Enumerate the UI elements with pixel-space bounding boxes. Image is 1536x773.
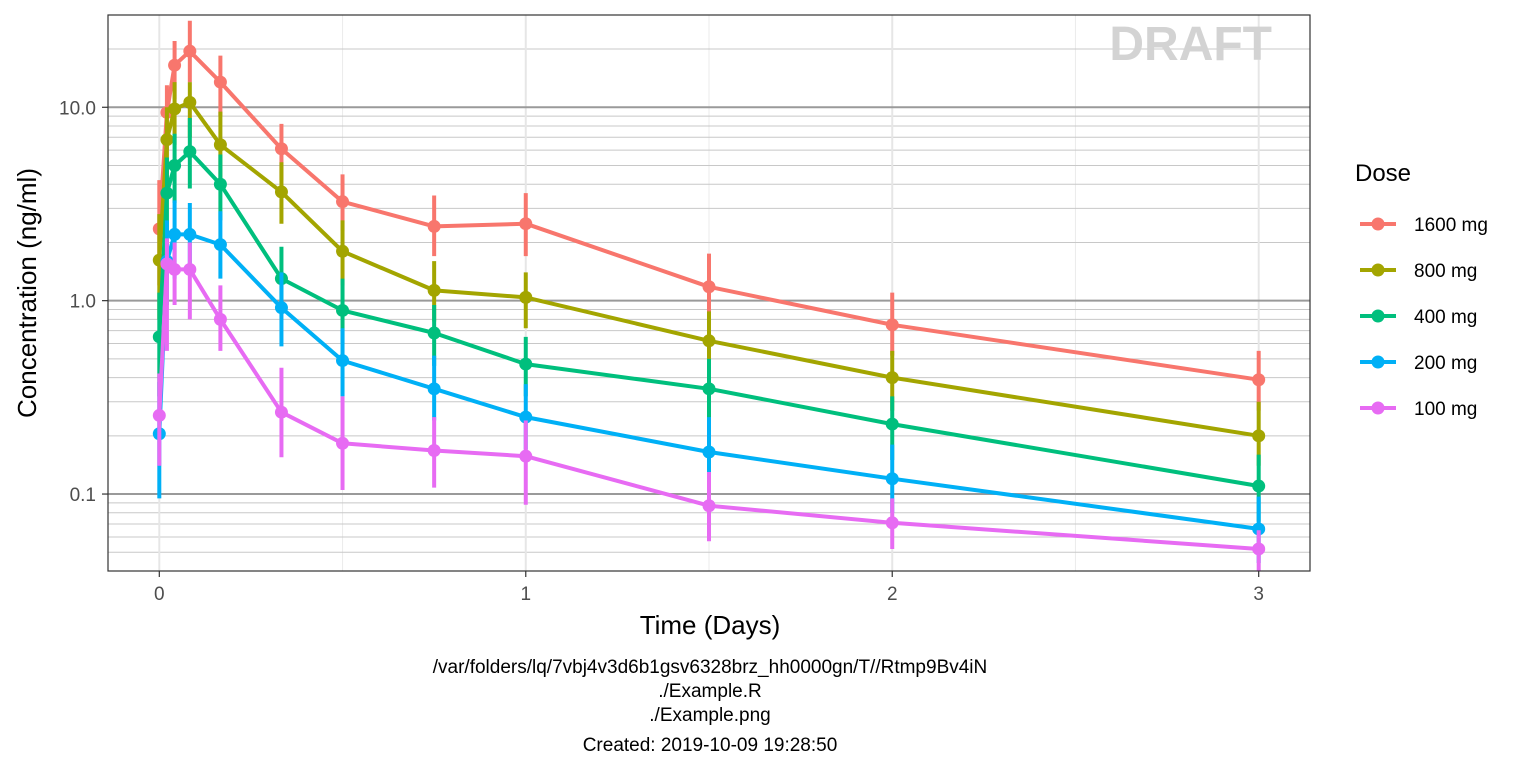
data-point (519, 449, 533, 463)
data-point (183, 262, 197, 276)
legend: 1600 mg 800 mg 400 mg 200 mg 100 mg (1360, 215, 1488, 420)
legend-item: 400 mg (1360, 307, 1477, 328)
data-point (702, 445, 716, 459)
draft-watermark: DRAFT (1109, 18, 1272, 71)
data-point (336, 195, 350, 209)
y-tick-label: 10.0 (59, 98, 96, 119)
legend-item: 100 mg (1360, 399, 1477, 420)
data-point (427, 326, 441, 340)
data-point (885, 472, 899, 486)
x-tick-label: 0 (154, 584, 165, 605)
x-tick-label: 2 (887, 584, 898, 605)
series-layer (152, 20, 1266, 571)
y-tick-label: 1.0 (70, 292, 96, 313)
data-point (274, 142, 288, 156)
data-point (160, 133, 174, 147)
legend-item: 200 mg (1360, 353, 1477, 374)
legend-item: 800 mg (1360, 261, 1477, 282)
data-point (213, 177, 227, 191)
data-point (885, 318, 899, 332)
data-point (427, 219, 441, 233)
caption: /var/folders/lq/7vbj4v3d6b1gsv6328brz_hh… (433, 657, 988, 756)
legend-item: 1600 mg (1360, 215, 1488, 236)
data-point (519, 410, 533, 424)
data-point (168, 262, 182, 276)
data-point (274, 301, 288, 315)
data-point (213, 75, 227, 89)
y-tick-label: 0.1 (70, 485, 96, 506)
data-point (427, 443, 441, 457)
data-point (1252, 479, 1266, 493)
data-point (274, 405, 288, 419)
data-point (213, 138, 227, 152)
data-point (336, 354, 350, 368)
legend-label: 200 mg (1414, 353, 1477, 374)
data-point (702, 382, 716, 396)
axis-layer: 0 1 2 3 0.1 1.0 10.0 (59, 98, 1264, 605)
data-point (183, 95, 197, 109)
data-point (213, 312, 227, 326)
data-point (152, 408, 166, 422)
caption-line-2: ./Example.R (658, 681, 761, 702)
data-point (519, 217, 533, 231)
data-point (336, 244, 350, 258)
data-point (183, 145, 197, 159)
legend-label: 1600 mg (1414, 215, 1488, 236)
data-point (168, 158, 182, 172)
plot-panel-border (107, 14, 1311, 572)
caption-line-3: ./Example.png (649, 705, 770, 726)
series-1600-mg (152, 20, 1266, 411)
series-line (157, 49, 1259, 382)
data-point (336, 303, 350, 317)
legend-key-point (1371, 217, 1385, 231)
data-point (519, 357, 533, 371)
data-point (702, 280, 716, 294)
data-point (1252, 429, 1266, 443)
legend-label: 100 mg (1414, 399, 1477, 420)
data-point (274, 185, 288, 199)
data-point (885, 417, 899, 431)
data-point (336, 436, 350, 450)
data-point (1252, 522, 1266, 536)
data-point (213, 238, 227, 252)
data-point (427, 382, 441, 396)
y-axis-title: Concentration (ng/ml) (12, 168, 42, 418)
legend-title: Dose (1355, 160, 1411, 187)
data-point (168, 58, 182, 72)
legend-key-point (1371, 355, 1385, 369)
legend-key-point (1371, 309, 1385, 323)
x-tick-label: 3 (1253, 584, 1264, 605)
series-100-mg (152, 238, 1266, 571)
data-point (1252, 542, 1266, 556)
data-point (160, 186, 174, 200)
data-point (168, 227, 182, 241)
series-400-mg (152, 118, 1266, 522)
data-point (427, 283, 441, 297)
data-point (183, 227, 197, 241)
data-point (1252, 373, 1266, 387)
legend-label: 800 mg (1414, 261, 1477, 282)
data-point (702, 499, 716, 513)
data-point (183, 44, 197, 58)
data-point (702, 334, 716, 348)
legend-label: 400 mg (1414, 307, 1477, 328)
data-point (168, 102, 182, 116)
caption-line-4: Created: 2019-10-09 19:28:50 (583, 735, 838, 756)
caption-line-1: /var/folders/lq/7vbj4v3d6b1gsv6328brz_hh… (433, 657, 988, 678)
data-point (885, 516, 899, 530)
legend-key-point (1371, 263, 1385, 277)
data-point (885, 371, 899, 385)
legend-key-point (1371, 401, 1385, 415)
x-axis-title: Time (Days) (640, 610, 781, 640)
x-tick-label: 1 (520, 584, 531, 605)
data-point (519, 290, 533, 304)
